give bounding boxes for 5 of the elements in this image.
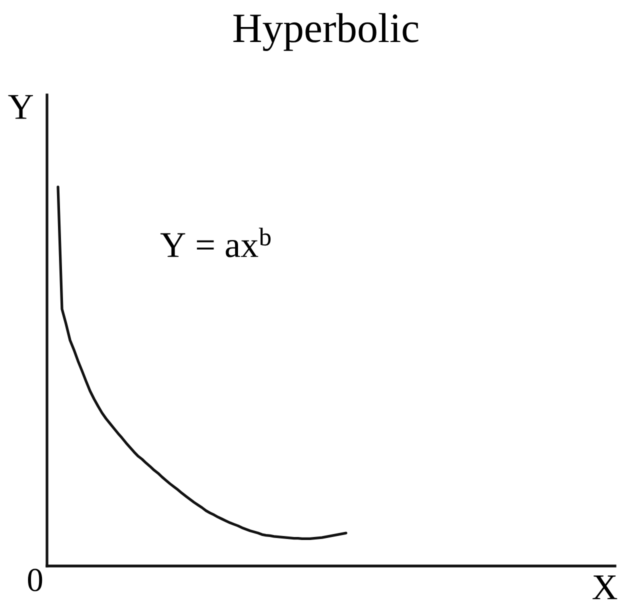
annotation: Y = ax$^{b}$ [160, 228, 271, 258]
text: X [592, 576, 618, 600]
chart-title: Hyperbolic [233, 13, 418, 52]
text: 0 [28, 568, 42, 592]
y-axis-title: Y [8, 95, 33, 119]
